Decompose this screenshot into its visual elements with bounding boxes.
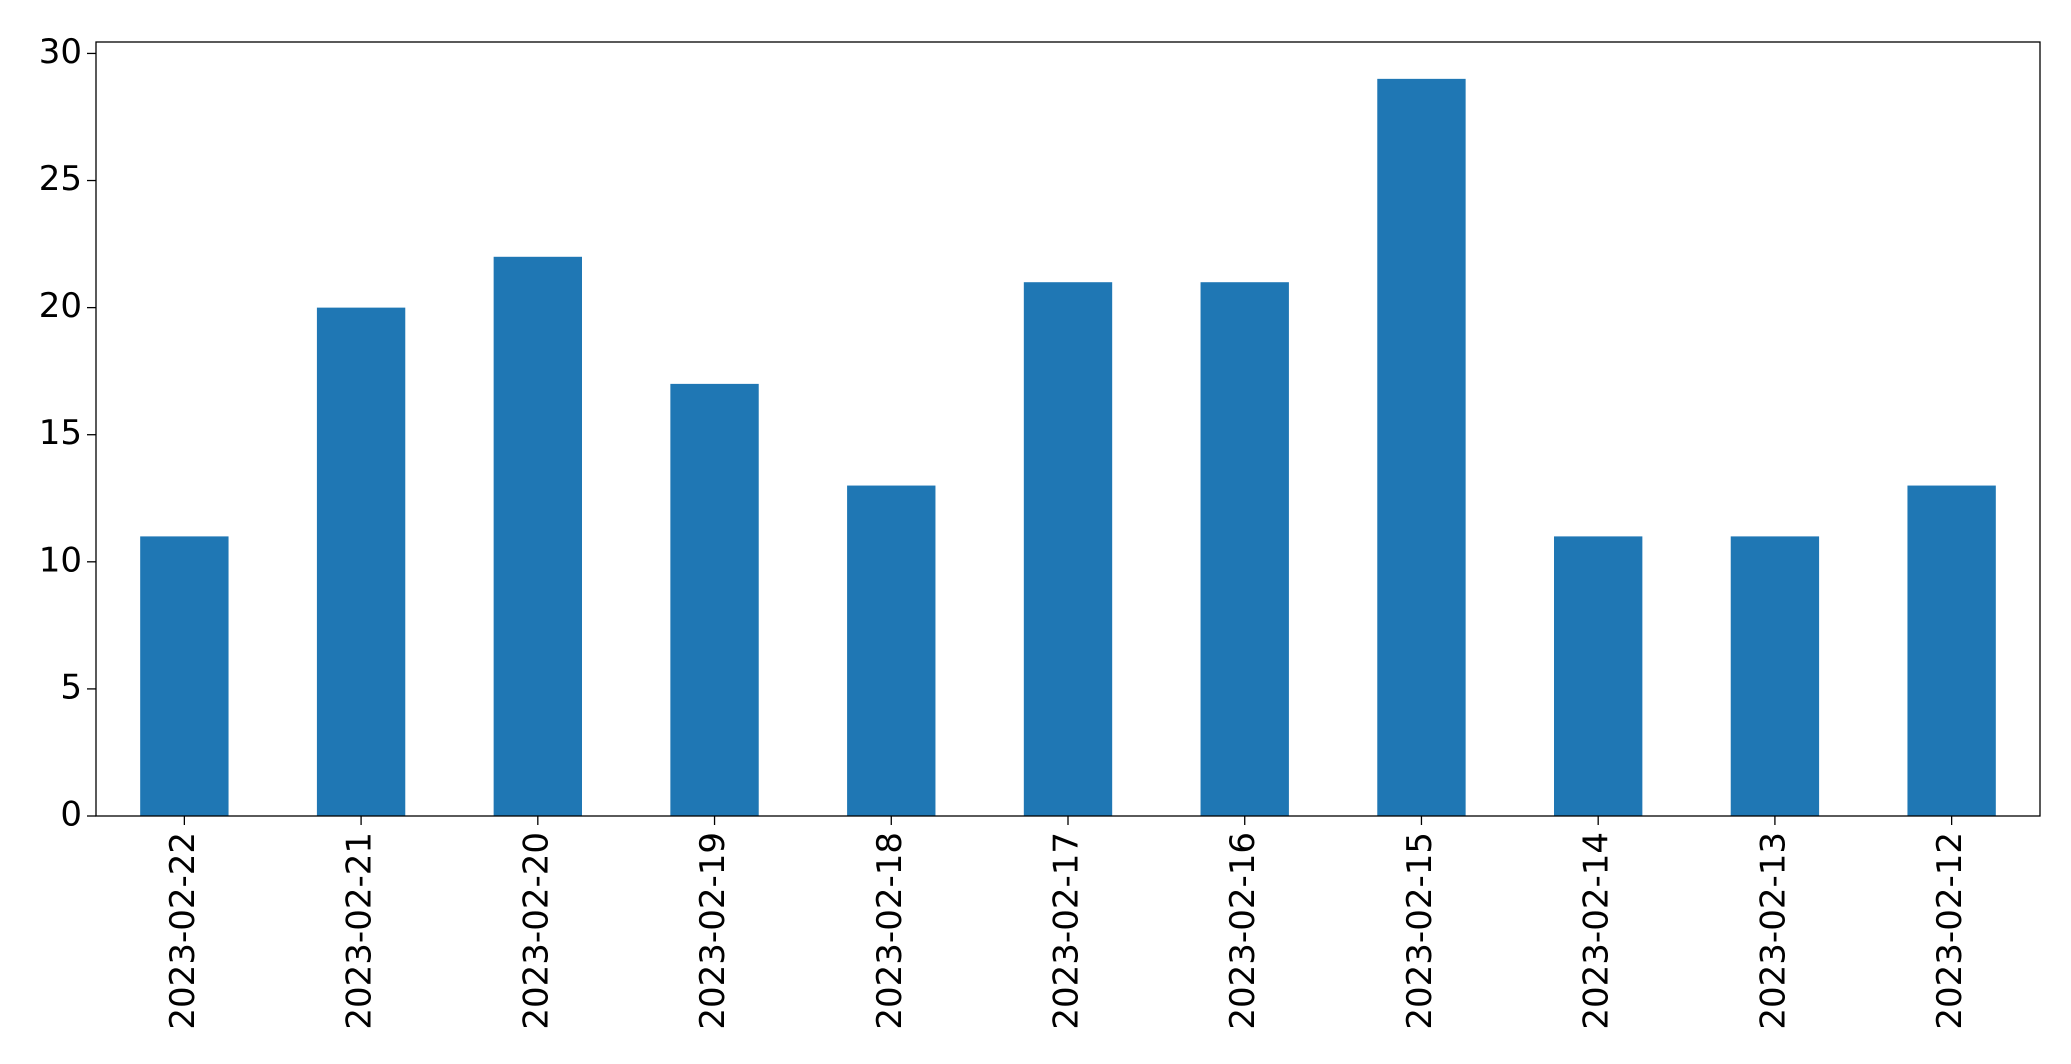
x-tick-label: 2023-02-17: [1047, 832, 1087, 1030]
x-tick-label: 2023-02-13: [1753, 832, 1793, 1030]
y-tick-label: 10: [39, 540, 82, 580]
plot-frame: [95, 41, 2041, 817]
bar: [316, 307, 406, 816]
bar: [1554, 536, 1643, 816]
x-tick-label: 2023-02-20: [516, 832, 556, 1030]
bar: [493, 256, 582, 816]
x-tick-label: 2023-02-14: [1577, 832, 1617, 1030]
bar: [1377, 78, 1466, 817]
bar: [140, 536, 229, 816]
y-tick-label: 15: [39, 413, 82, 453]
y-tick-label: 0: [60, 795, 82, 835]
bar: [670, 383, 759, 816]
x-tick-label: 2023-02-15: [1400, 832, 1440, 1030]
x-tick-label: 2023-02-22: [163, 832, 203, 1030]
y-tick-label: 30: [39, 32, 82, 72]
x-tick-label: 2023-02-12: [1930, 832, 1970, 1030]
y-tick-label: 5: [60, 667, 82, 707]
bar: [1907, 485, 1996, 816]
x-tick-label: 2023-02-21: [340, 832, 380, 1030]
bar: [1730, 536, 1820, 816]
x-tick-label: 2023-02-19: [693, 832, 733, 1030]
y-tick-label: 20: [39, 286, 82, 326]
bar: [1023, 282, 1113, 816]
bar: [847, 485, 936, 816]
x-tick-label: 2023-02-18: [870, 832, 910, 1030]
y-tick-label: 25: [39, 159, 82, 199]
x-tick-label: 2023-02-16: [1223, 832, 1263, 1030]
bar: [1200, 282, 1289, 816]
